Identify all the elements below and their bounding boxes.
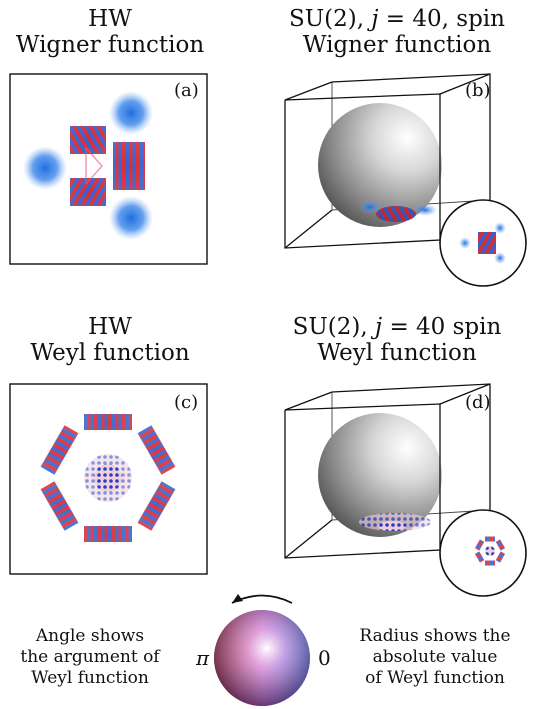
panel-b-title-line2: Wigner function (302, 32, 492, 58)
panel-d-title-line1: SU(2), j = 40 spin (262, 314, 532, 340)
panel-a-blob-top (109, 91, 153, 135)
legend-right-line1: Radius shows the (359, 626, 511, 646)
panel-c-label: (c) (174, 392, 199, 413)
panel-d-inset-pattern (474, 536, 506, 566)
panel-b-sphere (318, 103, 442, 227)
legend-left: Angle shows the argument of Weyl functio… (10, 626, 170, 689)
panel-b-inset-pattern (459, 222, 506, 264)
panel-a-blob-bottom (109, 196, 153, 240)
panel-a-blob-left (23, 146, 67, 190)
panel-d-title-line2: Weyl function (317, 340, 477, 366)
panel-b-j: j (371, 6, 379, 32)
panel-c-plot (9, 383, 208, 575)
legend-right-line2: absolute value (372, 647, 498, 667)
panel-d-title: SU(2), j = 40 spin Weyl function (262, 314, 532, 366)
panel-c-title: HW Weyl function (10, 314, 210, 366)
legend-right: Radius shows the absolute value of Weyl … (350, 626, 520, 689)
legend-right-line3: of Weyl function (365, 668, 505, 688)
legend-left-line1: Angle shows (35, 626, 145, 646)
wheel-pi-label: π (196, 646, 210, 670)
panel-b-label: (b) (465, 80, 491, 101)
panel-a-label: (a) (174, 80, 199, 101)
panel-a-title-line1: HW (88, 6, 132, 32)
panel-a-plot (9, 73, 208, 265)
panel-d-inset (439, 509, 527, 597)
wheel-zero-label: 0 (318, 646, 331, 670)
panel-b-spin: = 40, spin (378, 6, 505, 32)
panel-a-fringes (70, 126, 145, 206)
panel-a-title-line2: Wigner function (15, 32, 205, 58)
wheel-arrowhead (232, 594, 243, 603)
panel-d-su2: SU(2), (292, 314, 376, 340)
panel-d-sphere (318, 413, 442, 537)
panel-d-label: (d) (465, 392, 491, 413)
panel-d-j: j (375, 314, 383, 340)
panel-d-spin: = 40 spin (382, 314, 502, 340)
panel-c-title-line2: Weyl function (30, 340, 190, 366)
legend-left-line3: Weyl function (31, 668, 149, 688)
panel-b-su2: SU(2), (289, 6, 372, 32)
color-wheel (214, 594, 310, 706)
panel-c-title-line1: HW (88, 314, 132, 340)
panel-b-title-line1: SU(2), j = 40, spin (262, 6, 532, 32)
panel-b-title: SU(2), j = 40, spin Wigner function (262, 6, 532, 58)
legend-left-line2: the argument of (20, 647, 160, 667)
panel-c-pattern (40, 414, 176, 542)
panel-b-plot (284, 73, 527, 287)
panel-a-title: HW Wigner function (10, 6, 210, 58)
panel-d-plot (284, 383, 527, 597)
